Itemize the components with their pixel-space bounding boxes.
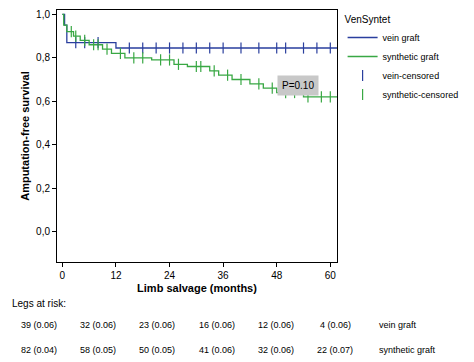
svg-text:12 (0.06): 12 (0.06) bbox=[258, 320, 294, 330]
svg-text:0,6: 0,6 bbox=[36, 96, 50, 107]
svg-text:0: 0 bbox=[60, 270, 66, 281]
svg-text:P=0.10: P=0.10 bbox=[282, 80, 314, 91]
svg-text:82 (0.04): 82 (0.04) bbox=[21, 345, 57, 355]
svg-text:Amputation-free survival: Amputation-free survival bbox=[19, 71, 31, 201]
svg-text:32 (0.06): 32 (0.06) bbox=[80, 320, 116, 330]
svg-text:synthetic graft: synthetic graft bbox=[379, 345, 436, 355]
svg-text:24: 24 bbox=[164, 270, 176, 281]
svg-text:vein graft: vein graft bbox=[383, 33, 421, 43]
svg-text:1,0: 1,0 bbox=[36, 9, 50, 20]
svg-text:23 (0.06): 23 (0.06) bbox=[139, 320, 175, 330]
svg-text:vein-censored: vein-censored bbox=[383, 71, 440, 81]
svg-text:0,8: 0,8 bbox=[36, 52, 50, 63]
svg-text:50 (0.05): 50 (0.05) bbox=[139, 345, 175, 355]
svg-text:0,2: 0,2 bbox=[36, 183, 50, 194]
svg-text:16 (0.06): 16 (0.06) bbox=[199, 320, 235, 330]
svg-text:Limb salvage (months): Limb salvage (months) bbox=[137, 282, 257, 294]
svg-text:0,0: 0,0 bbox=[36, 226, 50, 237]
svg-text:synthetic-censored: synthetic-censored bbox=[383, 90, 459, 100]
svg-text:41 (0.06): 41 (0.06) bbox=[199, 345, 235, 355]
svg-text:48: 48 bbox=[271, 270, 283, 281]
svg-text:32 (0.06): 32 (0.06) bbox=[258, 345, 294, 355]
svg-text:60: 60 bbox=[325, 270, 337, 281]
svg-text:58 (0.05): 58 (0.05) bbox=[80, 345, 116, 355]
svg-text:VenSyntet: VenSyntet bbox=[345, 14, 391, 25]
svg-text:Legs at risk:: Legs at risk: bbox=[12, 298, 66, 309]
svg-text:4 (0.06): 4 (0.06) bbox=[320, 320, 351, 330]
svg-text:12: 12 bbox=[110, 270, 122, 281]
svg-text:22 (0.07): 22 (0.07) bbox=[317, 345, 353, 355]
svg-text:39 (0.06): 39 (0.06) bbox=[21, 320, 57, 330]
svg-text:36: 36 bbox=[218, 270, 230, 281]
svg-text:vein graft: vein graft bbox=[379, 320, 417, 330]
svg-text:0,4: 0,4 bbox=[36, 139, 50, 150]
svg-text:synthetic graft: synthetic graft bbox=[383, 52, 440, 62]
